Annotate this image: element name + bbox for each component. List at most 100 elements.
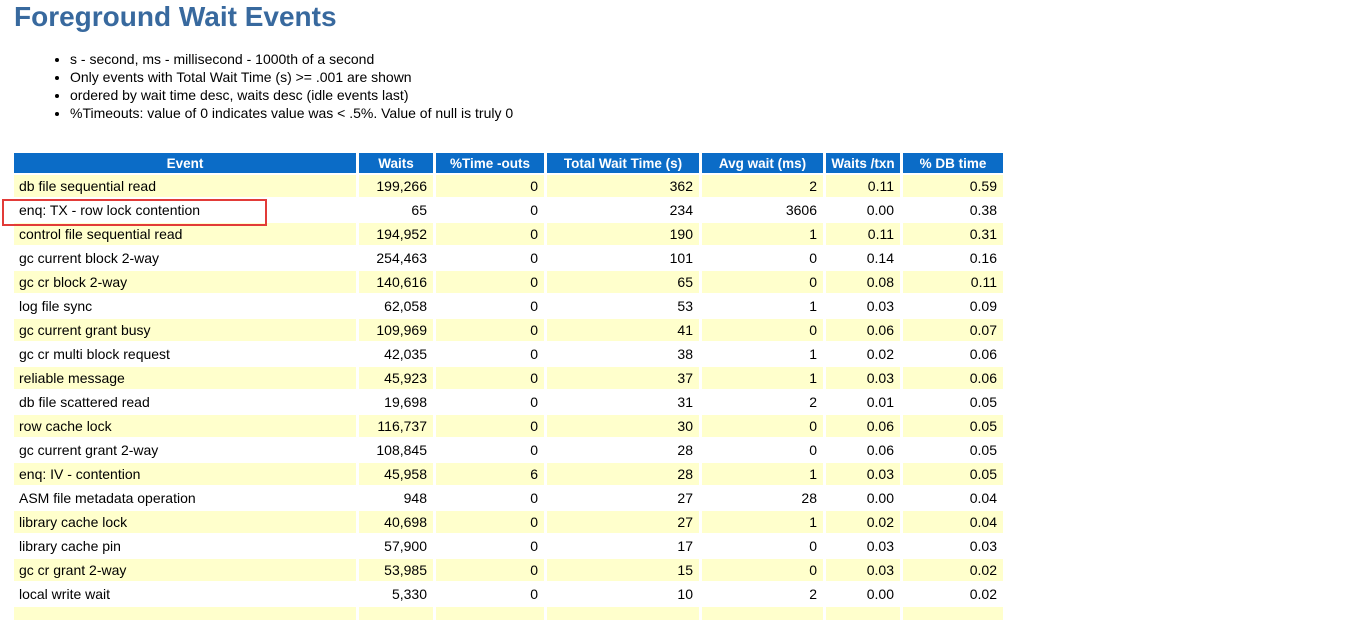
event-cell: gc current grant busy (14, 319, 356, 341)
value-cell: 0 (436, 343, 544, 365)
value-cell: 0.02 (826, 343, 900, 365)
value-cell: 5,330 (359, 583, 433, 605)
value-cell: 0.11 (826, 223, 900, 245)
table-row: enq: IV - contention 45,958 6 28 1 0.03 0.05 (14, 463, 1003, 485)
value-cell: 0.06 (826, 319, 900, 341)
value-cell: 27 (547, 487, 699, 509)
table-row (14, 607, 1003, 620)
value-cell: 0.06 (826, 439, 900, 461)
value-cell: 0.06 (826, 415, 900, 437)
value-cell: 0.38 (903, 199, 1003, 221)
table-row: library cache pin 57,900 0 17 0 0.03 0.03 (14, 535, 1003, 557)
value-cell: 0.05 (903, 415, 1003, 437)
value-cell: 0 (436, 511, 544, 533)
value-cell (903, 607, 1003, 620)
value-cell: 254,463 (359, 247, 433, 269)
value-cell: 65 (547, 271, 699, 293)
value-cell: 30 (547, 415, 699, 437)
page-title: Foreground Wait Events (14, 1, 337, 32)
table-row: reliable message 45,923 0 37 1 0.03 0.06 (14, 367, 1003, 389)
table-row: library cache lock 40,698 0 27 1 0.02 0.04 (14, 511, 1003, 533)
value-cell: 0.05 (903, 463, 1003, 485)
value-cell: 1 (702, 343, 823, 365)
value-cell: 10 (547, 583, 699, 605)
value-cell: 19,698 (359, 391, 433, 413)
value-cell: 3606 (702, 199, 823, 221)
value-cell: 0.06 (903, 343, 1003, 365)
value-cell: 0 (436, 391, 544, 413)
value-cell: 2 (702, 391, 823, 413)
value-cell: 0.04 (903, 511, 1003, 533)
value-cell: 0 (436, 583, 544, 605)
value-cell: 199,266 (359, 175, 433, 197)
table-row: gc current grant 2-way 108,845 0 28 0 0.06 0.0… (14, 439, 1003, 461)
value-cell: 0.09 (903, 295, 1003, 317)
value-cell (547, 607, 699, 620)
value-cell: 40,698 (359, 511, 433, 533)
note-item: Only events with Total Wait Time (s) >= … (70, 68, 513, 86)
value-cell: 1 (702, 367, 823, 389)
value-cell: 1 (702, 511, 823, 533)
value-cell: 194,952 (359, 223, 433, 245)
event-cell: gc cr grant 2-way (14, 559, 356, 581)
value-cell: 65 (359, 199, 433, 221)
value-cell: 38 (547, 343, 699, 365)
table-row: db file sequential read 199,266 0 362 2 0.11 0… (14, 175, 1003, 197)
note-item: s - second, ms - millisecond - 1000th of… (70, 50, 513, 68)
value-cell: 0.03 (826, 463, 900, 485)
value-cell: 0.14 (826, 247, 900, 269)
value-cell: 42,035 (359, 343, 433, 365)
event-cell: db file sequential read (14, 175, 356, 197)
value-cell: 116,737 (359, 415, 433, 437)
value-cell: 28 (702, 487, 823, 509)
table-row: log file sync 62,058 0 53 1 0.03 0.09 (14, 295, 1003, 317)
value-cell: 1 (702, 223, 823, 245)
table-body: db file sequential read 199,266 0 362 2 0.11 0… (14, 175, 1003, 620)
value-cell: 0 (702, 247, 823, 269)
table-header-row: Event Waits %Time -outs Total Wait Time … (14, 153, 1003, 173)
value-cell: 0.00 (826, 583, 900, 605)
value-cell: 0.11 (903, 271, 1003, 293)
event-cell: local write wait (14, 583, 356, 605)
event-cell: row cache lock (14, 415, 356, 437)
value-cell: 0.02 (903, 559, 1003, 581)
value-cell: 0 (436, 415, 544, 437)
value-cell (826, 607, 900, 620)
value-cell: 0.02 (903, 583, 1003, 605)
value-cell: 0.03 (826, 367, 900, 389)
table-row: enq: TX - row lock contention 65 0 234 3606 0… (14, 199, 1003, 221)
value-cell: 0 (436, 199, 544, 221)
table-row: db file scattered read 19,698 0 31 2 0.01 0.05 (14, 391, 1003, 413)
value-cell: 234 (547, 199, 699, 221)
value-cell: 0.05 (903, 439, 1003, 461)
table-row: ASM file metadata operation 948 0 27 28 0.00 0… (14, 487, 1003, 509)
notes-list: s - second, ms - millisecond - 1000th of… (36, 50, 513, 122)
event-cell: control file sequential read (14, 223, 356, 245)
event-cell: gc cr multi block request (14, 343, 356, 365)
value-cell: 0 (436, 271, 544, 293)
value-cell: 0.06 (903, 367, 1003, 389)
value-cell: 0 (702, 319, 823, 341)
event-cell: db file scattered read (14, 391, 356, 413)
value-cell: 17 (547, 535, 699, 557)
column-header-avg-wait: Avg wait (ms) (702, 153, 823, 173)
value-cell: 0.07 (903, 319, 1003, 341)
value-cell: 0 (436, 559, 544, 581)
value-cell: 0.16 (903, 247, 1003, 269)
value-cell: 101 (547, 247, 699, 269)
value-cell: 0 (436, 223, 544, 245)
value-cell: 45,923 (359, 367, 433, 389)
event-cell: reliable message (14, 367, 356, 389)
event-cell: ASM file metadata operation (14, 487, 356, 509)
value-cell: 28 (547, 463, 699, 485)
note-item: ordered by wait time desc, waits desc (i… (70, 86, 513, 104)
event-cell: enq: TX - row lock contention (14, 199, 356, 221)
value-cell: 31 (547, 391, 699, 413)
value-cell: 2 (702, 583, 823, 605)
event-cell: enq: IV - contention (14, 463, 356, 485)
value-cell: 0.00 (826, 199, 900, 221)
value-cell: 37 (547, 367, 699, 389)
value-cell: 0 (436, 295, 544, 317)
value-cell: 0.00 (826, 487, 900, 509)
table-row: gc cr multi block request 42,035 0 38 1 0.02 0… (14, 343, 1003, 365)
